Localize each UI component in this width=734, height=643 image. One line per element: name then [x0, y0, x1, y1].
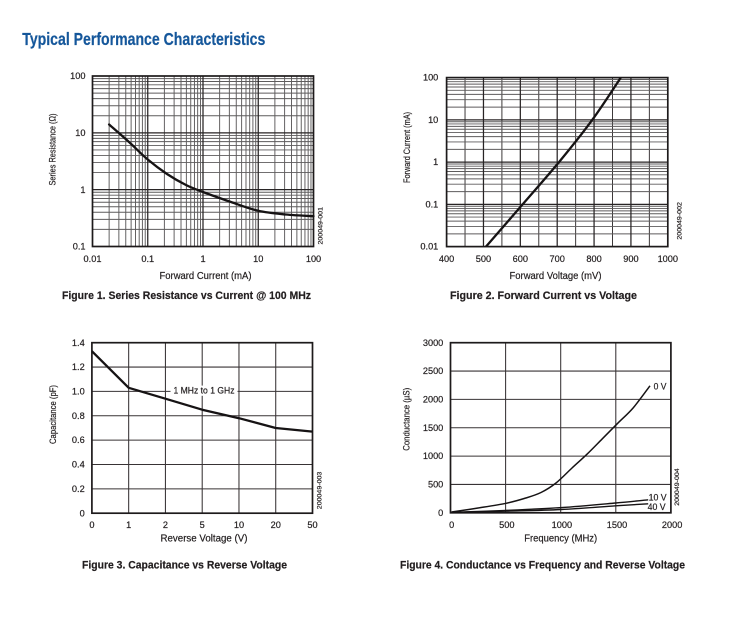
svg-text:0.8: 0.8 — [72, 411, 85, 421]
svg-text:1000: 1000 — [423, 451, 443, 461]
svg-text:Series Resistance (Ω): Series Resistance (Ω) — [48, 114, 59, 186]
svg-text:1.0: 1.0 — [72, 387, 85, 397]
svg-text:100: 100 — [423, 73, 438, 83]
svg-text:2000: 2000 — [662, 520, 682, 530]
svg-text:2: 2 — [163, 520, 168, 530]
svg-text:Conductance (µS): Conductance (µS) — [402, 388, 413, 451]
svg-text:500: 500 — [476, 254, 491, 264]
svg-text:600: 600 — [513, 254, 528, 264]
svg-text:700: 700 — [550, 254, 565, 264]
svg-text:1 MHz to 1 GHz: 1 MHz to 1 GHz — [174, 385, 235, 395]
svg-text:Figure 2. Forward Current vs V: Figure 2. Forward Current vs Voltage — [450, 290, 637, 302]
svg-text:1.2: 1.2 — [72, 362, 85, 372]
svg-text:Frequency (MHz): Frequency (MHz) — [524, 533, 597, 544]
svg-text:0.01: 0.01 — [420, 242, 438, 252]
svg-text:0.4: 0.4 — [72, 460, 85, 470]
svg-text:10 V: 10 V — [649, 492, 667, 502]
svg-text:Figure 1. Series Resistance vs: Figure 1. Series Resistance vs Current @… — [62, 290, 311, 302]
svg-text:10: 10 — [75, 128, 85, 138]
svg-text:0.01: 0.01 — [84, 254, 102, 264]
svg-text:0.1: 0.1 — [426, 199, 439, 209]
svg-text:2500: 2500 — [423, 366, 443, 376]
svg-text:1: 1 — [200, 254, 205, 264]
svg-text:1: 1 — [126, 520, 131, 530]
svg-text:1: 1 — [433, 157, 438, 167]
svg-text:0: 0 — [80, 508, 85, 518]
svg-text:500: 500 — [428, 480, 443, 490]
svg-text:0: 0 — [438, 508, 443, 518]
svg-text:1500: 1500 — [423, 423, 443, 433]
svg-text:500: 500 — [499, 520, 514, 530]
svg-text:200049-002: 200049-002 — [677, 202, 684, 240]
svg-text:0.1: 0.1 — [73, 242, 86, 252]
svg-text:Forward Voltage (mV): Forward Voltage (mV) — [510, 271, 602, 282]
svg-text:2000: 2000 — [423, 395, 443, 405]
svg-text:50: 50 — [307, 520, 317, 530]
svg-text:Capacitance (pF): Capacitance (pF) — [48, 385, 59, 444]
svg-text:40 V: 40 V — [648, 502, 666, 512]
svg-text:5: 5 — [200, 520, 205, 530]
svg-text:Forward Current (mA): Forward Current (mA) — [402, 112, 413, 183]
svg-text:1500: 1500 — [607, 520, 627, 530]
svg-text:0: 0 — [449, 520, 454, 530]
svg-text:800: 800 — [586, 254, 601, 264]
svg-text:10: 10 — [428, 115, 438, 125]
svg-text:Figure 4. Conductance vs Frequ: Figure 4. Conductance vs Frequency and R… — [400, 559, 685, 571]
svg-text:200049-003: 200049-003 — [317, 471, 324, 509]
svg-text:0 V: 0 V — [654, 382, 667, 392]
svg-text:400: 400 — [439, 254, 454, 264]
svg-text:0.6: 0.6 — [72, 435, 85, 445]
svg-text:200049-004: 200049-004 — [674, 468, 681, 506]
svg-text:100: 100 — [70, 71, 85, 81]
svg-text:100: 100 — [306, 254, 321, 264]
svg-text:0.1: 0.1 — [141, 254, 154, 264]
svg-text:20: 20 — [271, 520, 281, 530]
svg-text:1000: 1000 — [552, 520, 572, 530]
svg-text:1: 1 — [80, 185, 85, 195]
svg-text:1.4: 1.4 — [72, 338, 85, 348]
svg-text:Forward Current (mA): Forward Current (mA) — [160, 271, 252, 282]
svg-text:0.2: 0.2 — [72, 484, 85, 494]
svg-text:0: 0 — [89, 520, 94, 530]
svg-text:3000: 3000 — [423, 338, 443, 348]
svg-text:10: 10 — [253, 254, 263, 264]
svg-text:Figure 3. Capacitance vs Rever: Figure 3. Capacitance vs Reverse Voltage — [82, 559, 287, 571]
svg-text:10: 10 — [234, 520, 244, 530]
svg-text:Reverse Voltage (V): Reverse Voltage (V) — [161, 533, 248, 544]
svg-text:900: 900 — [623, 254, 638, 264]
svg-text:200049-001: 200049-001 — [318, 207, 325, 245]
svg-text:1000: 1000 — [658, 254, 678, 264]
svg-text:Typical Performance Characteri: Typical Performance Characteristics — [22, 29, 265, 49]
